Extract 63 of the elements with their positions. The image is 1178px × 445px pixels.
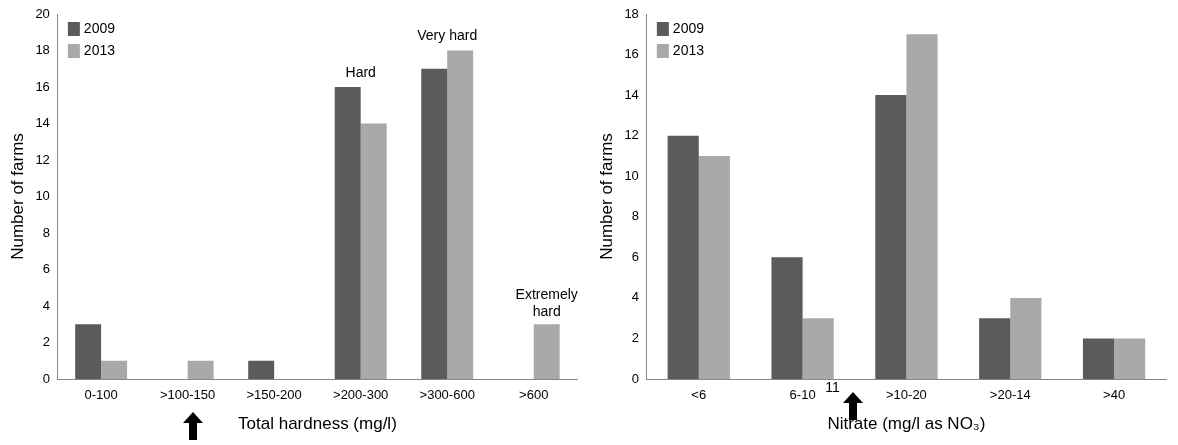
- y-tick-label: 2: [42, 334, 50, 350]
- annotation: 11: [825, 378, 841, 395]
- bar: [421, 68, 448, 379]
- bar: [1010, 297, 1042, 379]
- x-tick-label: 0-100: [84, 387, 118, 403]
- x-tick-label: <6: [691, 387, 707, 403]
- y-tick-label: 12: [624, 127, 639, 143]
- bar: [75, 324, 102, 379]
- x-tick-label: >10-20: [886, 387, 927, 403]
- bar: [979, 318, 1011, 379]
- y-tick-label: 10: [624, 167, 639, 183]
- y-axis-title: Number of farms: [596, 133, 616, 260]
- x-tick-label: >20-14: [989, 387, 1031, 403]
- x-tick-label: >200-300: [333, 387, 389, 403]
- x-tick-label: >40: [1103, 387, 1126, 403]
- x-tick-label: >100-150: [159, 387, 216, 403]
- x-tick-label: 6-10: [789, 387, 816, 403]
- x-tick-label: >150-200: [246, 387, 302, 403]
- y-tick-label: 2: [631, 330, 639, 346]
- legend-label: 2009: [83, 19, 116, 36]
- bar: [360, 123, 387, 379]
- bar: [248, 360, 275, 379]
- y-tick-label: 14: [624, 86, 639, 102]
- x-axis-title: Total hardness (mg/l): [238, 414, 397, 434]
- y-tick-label: 0: [631, 370, 639, 386]
- x-tick-label: >600: [519, 387, 549, 403]
- bar: [1114, 338, 1146, 379]
- bar: [101, 360, 128, 379]
- y-tick-label: 20: [35, 5, 50, 21]
- y-tick-label: 18: [624, 5, 639, 21]
- bar: [1082, 338, 1115, 379]
- bar: [533, 324, 560, 379]
- x-tick-label: >300-600: [419, 387, 475, 403]
- annotation: Extremely hard: [515, 286, 578, 320]
- y-tick-label: 8: [631, 208, 639, 224]
- bar: [667, 135, 699, 379]
- bar: [875, 95, 907, 379]
- y-tick-label: 10: [35, 188, 50, 204]
- y-tick-label: 8: [42, 224, 50, 240]
- bar: [447, 50, 474, 379]
- annotation: Hard: [345, 63, 376, 80]
- bar: [906, 34, 938, 379]
- bar: [187, 360, 214, 379]
- bar: [698, 155, 730, 379]
- y-tick-label: 18: [35, 42, 50, 58]
- y-tick-label: 16: [624, 46, 639, 62]
- y-tick-label: 16: [35, 78, 50, 94]
- y-tick-label: 4: [42, 297, 50, 313]
- y-tick-label: 0: [42, 370, 50, 386]
- y-tick-label: 12: [35, 151, 50, 167]
- y-tick-label: 4: [631, 289, 639, 305]
- y-tick-label: 6: [631, 248, 639, 264]
- legend-label: 2009: [672, 19, 705, 36]
- annotation: Very hard: [417, 27, 478, 44]
- bar: [771, 257, 803, 379]
- y-tick-label: 14: [35, 115, 50, 131]
- x-axis-title: Nitrate (mg/l as NO₃): [827, 414, 986, 434]
- y-axis-title: Number of farms: [7, 133, 27, 260]
- legend-label: 2013: [672, 41, 705, 58]
- bar: [334, 87, 361, 379]
- y-tick-label: 6: [42, 261, 50, 277]
- bar: [802, 318, 834, 379]
- legend-label: 2013: [83, 41, 116, 58]
